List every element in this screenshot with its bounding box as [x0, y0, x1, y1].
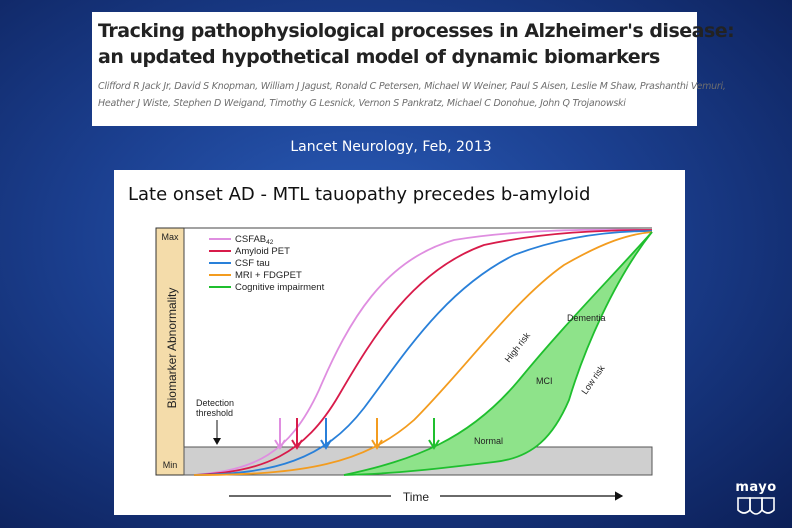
csfab42-arrow-head	[274, 439, 286, 450]
journal-citation: Lancet Neurology, Feb, 2013	[290, 139, 492, 155]
time-axis-label: Time	[403, 490, 430, 504]
paper-authors: Clifford R Jack Jr, David S Knopman, Wil…	[98, 78, 726, 112]
cognitive-impairment-upper-curve	[343, 231, 653, 476]
y-max-label: Max	[161, 232, 179, 242]
amyloid-pet-arrow-head	[291, 439, 303, 450]
legend-label-csfab42: CSFAB42	[235, 234, 274, 246]
legend-label-amyloid-pet: Amyloid PET	[235, 246, 290, 257]
low-risk-label: Low risk	[579, 363, 606, 396]
figure-panel: Late onset AD - MTL tauopathy precedes b…	[114, 170, 685, 515]
legend: CSFAB42 Amyloid PET CSF tau MRI + FDGPET…	[209, 234, 325, 293]
legend-label-cognitive: Cognitive impairment	[235, 282, 325, 293]
legend-label-csf-tau: CSF tau	[235, 258, 270, 269]
mayo-logo: mayo	[732, 480, 780, 522]
paper-title: Tracking pathophysiological processes in…	[98, 18, 735, 70]
legend-label-mri-fdgpet: MRI + FDGPET	[235, 270, 302, 281]
cognitive-impairment-lower-curve	[343, 231, 653, 476]
mri-fdgpet-arrow-head	[371, 439, 383, 450]
y-axis-label: Biomarker Abnormality	[165, 288, 179, 409]
y-axis-bar	[155, 227, 185, 476]
detection-label-line-1: Detection	[196, 398, 234, 408]
dementia-label: Dementia	[567, 313, 606, 323]
paper-header: Tracking pathophysiological processes in…	[92, 12, 735, 126]
cognitive-arrow-head	[428, 439, 440, 450]
mci-label: MCI	[536, 376, 553, 386]
detection-label-line-2: threshold	[196, 408, 233, 418]
paper-title-line-2: an updated hypothetical model of dynamic…	[98, 46, 660, 68]
mayo-shield-icon	[737, 497, 775, 515]
csf-tau-curve	[193, 230, 653, 476]
high-risk-label: High risk	[503, 330, 533, 364]
authors-line-2: Heather J Wiste, Stephen D Weigand, Timo…	[98, 98, 626, 109]
csf-tau-arrow-head	[320, 439, 332, 450]
mri-fdgpet-curve	[193, 231, 653, 476]
cognitive-impairment-region	[344, 232, 652, 475]
plot-frame	[183, 227, 652, 475]
biomarker-model-figure: Late onset AD - MTL tauopathy precedes b…	[128, 184, 653, 504]
csfab42-curve	[193, 228, 653, 476]
y-min-label: Min	[163, 460, 178, 470]
figure-heading: Late onset AD - MTL tauopathy precedes b…	[128, 184, 590, 205]
paper-title-line-1: Tracking pathophysiological processes in…	[98, 20, 735, 42]
mayo-logo-text: mayo	[735, 480, 777, 495]
amyloid-pet-curve	[193, 229, 653, 476]
normal-label: Normal	[474, 436, 503, 446]
authors-line-1: Clifford R Jack Jr, David S Knopman, Wil…	[98, 81, 726, 92]
